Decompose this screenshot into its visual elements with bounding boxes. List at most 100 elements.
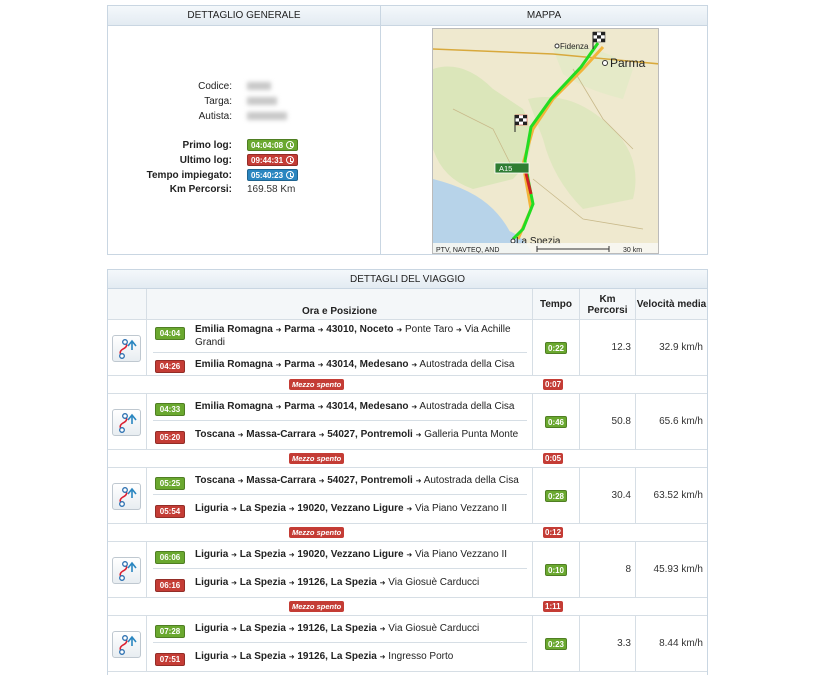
route-icon (119, 487, 137, 507)
place: Autostrada della Cisa (423, 475, 519, 486)
map-city-parma: Parma (610, 56, 646, 70)
end-time-badge: 05:20 (155, 431, 185, 444)
primo-log-value: 04:04:08 (251, 141, 284, 150)
tempo-badge: 05:40:23 (247, 169, 299, 181)
end-address: Liguria ➜ La Spezia ➜ 19020, Vezzano Lig… (195, 503, 508, 514)
duration-cell: 0:22 (532, 320, 579, 376)
ultimo-log-row: Ultimo log: 09:44:31 (108, 154, 380, 168)
speed-cell: 63.52 km/h (635, 468, 707, 524)
header-tempo: Tempo (532, 289, 579, 320)
autista-value-redacted (247, 112, 287, 121)
autista-label: Autista: (198, 111, 232, 122)
place: Via Giosuè Carducci (388, 623, 480, 634)
show-route-button[interactable] (112, 409, 141, 436)
km-value: 30.4 (611, 490, 631, 501)
duration-cell: 0:23 (532, 616, 579, 672)
route-icon (119, 413, 137, 433)
speed-cell: 65.6 km/h (635, 394, 707, 450)
map-header: MAPPA (381, 6, 707, 26)
duration-badge: 0:28 (544, 490, 568, 502)
show-route-button[interactable] (112, 335, 141, 362)
province: Parma (284, 359, 315, 370)
header-icon-col (108, 289, 146, 320)
route-map[interactable]: Fidenza Parma La Spezia A15 (432, 28, 659, 254)
header-km: Km Percorsi (579, 289, 635, 320)
primo-log-label: Primo log: (182, 140, 232, 151)
targa-value-redacted (247, 97, 277, 106)
end-time-badge: 05:54 (155, 505, 185, 518)
province: La Spezia (239, 577, 286, 588)
route-cell (108, 616, 146, 672)
start-time-badge: 04:04 (155, 327, 185, 340)
km-cell: 50.8 (579, 394, 635, 450)
province: Massa-Carrara (246, 475, 316, 486)
postal-town: 43014, Medesano (326, 359, 409, 370)
start-address: Liguria ➜ La Spezia ➜ 19020, Vezzano Lig… (195, 549, 508, 560)
speed-value: 45.93 km/h (653, 564, 703, 575)
show-route-button[interactable] (112, 631, 141, 658)
region: Toscana (195, 429, 235, 440)
header-velocita: Velocità media (635, 289, 707, 320)
km-label: Km Percorsi: (169, 184, 232, 195)
ultimo-log-label: Ultimo log: (179, 155, 232, 166)
trip-table-header: Ora e Posizione Tempo Km Percorsi Veloci… (108, 289, 707, 320)
clock-icon (286, 156, 295, 164)
speed-value: 8.44 km/h (659, 638, 703, 649)
km-row: Km Percorsi: 169.58 Km (108, 183, 380, 197)
km-cell: 8 (579, 542, 635, 598)
checkered-flag-icon (592, 31, 606, 49)
ultimo-log-value: 09:44:31 (251, 156, 284, 165)
trip-details-panel: DETTAGLI DEL VIAGGIO Ora e Posizione Tem… (107, 269, 708, 675)
end-address: Emilia Romagna ➜ Parma ➜ 43014, Medesano… (195, 359, 515, 370)
general-detail-header: DETTAGLIO GENERALE (108, 6, 380, 26)
place: Autostrada della Cisa (419, 401, 515, 412)
show-route-button[interactable] (112, 557, 141, 584)
stop-duration-badge: 1:11 (543, 601, 563, 612)
summary-panel: DETTAGLIO GENERALE Codice: Targa: Autist… (107, 5, 708, 255)
route-icon (119, 561, 137, 581)
start-leg: 04:33 Emilia Romagna ➜ Parma ➜ 43014, Med… (153, 397, 527, 421)
route-icon (119, 635, 137, 655)
codice-label: Codice: (198, 81, 232, 92)
map-scale: 30 km (623, 247, 642, 254)
province: La Spezia (239, 549, 286, 560)
duration-cell: 0:46 (532, 394, 579, 450)
postal-town: 54027, Pontremoli (327, 475, 413, 486)
engine-off-row: Mezzo spento 0:07 (108, 376, 707, 394)
checkered-flag-icon (514, 114, 528, 132)
start-time-badge: 04:33 (155, 403, 185, 416)
speed-value: 63.52 km/h (653, 490, 703, 501)
end-address: Toscana ➜ Massa-Carrara ➜ 54027, Pontrem… (195, 429, 519, 440)
time-position-cell: 05:25 Toscana ➜ Massa-Carrara ➜ 54027, Po… (146, 468, 532, 524)
postal-town: 19020, Vezzano Ligure (297, 503, 404, 514)
engine-off-badge: Mezzo spento (289, 453, 345, 464)
engine-off-row: Mezzo spento 0:05 (108, 450, 707, 468)
ultimo-log-badge: 09:44:31 (247, 154, 299, 166)
km-value: 50.8 (611, 416, 631, 427)
region: Emilia Romagna (195, 324, 273, 335)
route-cell (108, 468, 146, 524)
province: Parma (284, 401, 315, 412)
speed-cell: 45.93 km/h (635, 542, 707, 598)
speed-cell: 32.9 km/h (635, 320, 707, 376)
postal-town: 19126, La Spezia (297, 651, 377, 662)
place: Ingresso Porto (388, 651, 454, 662)
start-time-badge: 06:06 (155, 551, 185, 564)
targa-label: Targa: (204, 96, 232, 107)
speed-cell: 8.44 km/h (635, 616, 707, 672)
time-position-cell: 07:28 Liguria ➜ La Spezia ➜ 19126, La Spe… (146, 616, 532, 672)
region: Liguria (195, 549, 229, 560)
km-value: 8 (625, 564, 631, 575)
km-value: 169.58 Km (247, 184, 296, 195)
trip-segment-row: 06:06 Liguria ➜ La Spezia ➜ 19020, Vezzan… (108, 542, 707, 598)
stop-duration-badge: 0:12 (543, 527, 564, 538)
duration-badge: 0:46 (544, 416, 568, 428)
province: La Spezia (239, 651, 286, 662)
show-route-button[interactable] (112, 483, 141, 510)
engine-off-badge: Mezzo spento (289, 527, 345, 538)
km-cell: 12.3 (579, 320, 635, 376)
speed-value: 32.9 km/h (659, 342, 703, 353)
codice-value-redacted (247, 82, 271, 91)
trip-segment-row: 07:28 Liguria ➜ La Spezia ➜ 19126, La Spe… (108, 616, 707, 672)
map-credits: PTV, NAVTEQ, AND (436, 247, 499, 254)
